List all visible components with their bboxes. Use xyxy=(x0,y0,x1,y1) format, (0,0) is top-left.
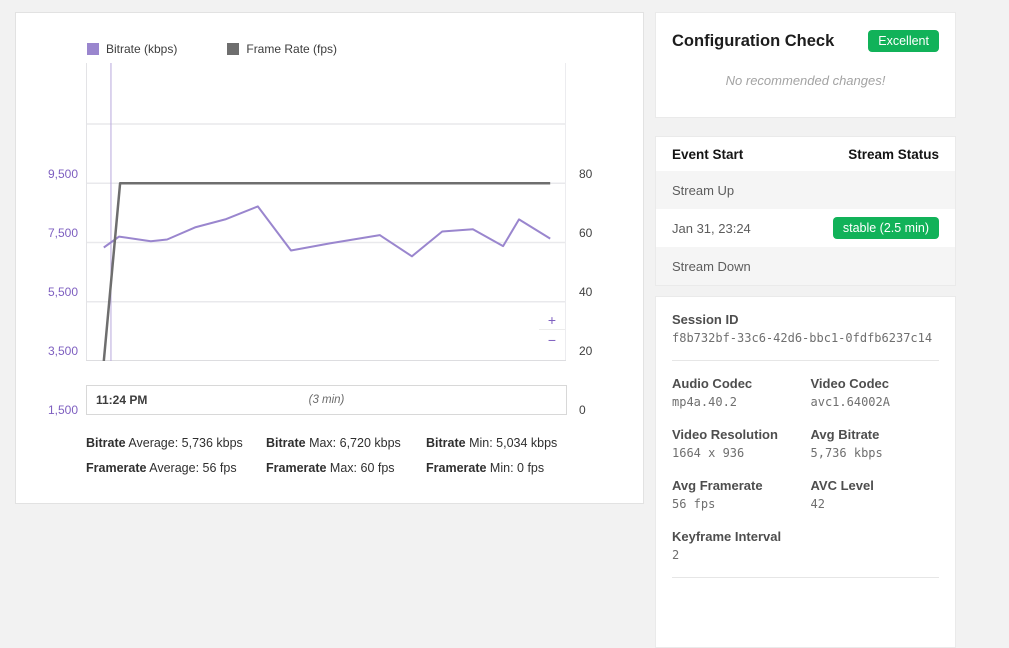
right-axis-tick: 60 xyxy=(579,226,592,240)
event-row-timestamp: Jan 31, 23:24 stable (2.5 min) xyxy=(656,209,955,247)
stat-term: Bitrate xyxy=(426,436,466,450)
avg-bitrate-field: Avg Bitrate 5,736 kbps xyxy=(811,427,940,460)
chart-plot-area[interactable] xyxy=(86,63,567,361)
stream-health-chart-card: Bitrate (kbps) Frame Rate (fps) 9,500 7,… xyxy=(15,12,644,504)
config-message: No recommended changes! xyxy=(656,73,955,88)
stat-value: Max: 6,720 kbps xyxy=(306,436,401,450)
stat-term: Framerate xyxy=(426,461,486,475)
events-table-header: Event Start Stream Status xyxy=(656,137,955,171)
stat-bitrate-average: Bitrate Average: 5,736 kbps xyxy=(86,436,266,450)
stat-value: Average: 5,736 kbps xyxy=(126,436,243,450)
video-resolution-field: Video Resolution 1664 x 936 xyxy=(672,427,801,460)
stat-value: Average: 56 fps xyxy=(146,461,236,475)
stream-status-badge: stable (2.5 min) xyxy=(833,217,939,239)
audio-codec-field: Audio Codec mp4a.40.2 xyxy=(672,376,801,409)
events-header-stream-status: Stream Status xyxy=(848,147,939,162)
avg-bitrate-value: 5,736 kbps xyxy=(811,446,940,460)
bitrate-line xyxy=(104,206,550,256)
chart-stats: Bitrate Average: 5,736 kbps Bitrate Max:… xyxy=(86,430,586,480)
stat-framerate-max: Framerate Max: 60 fps xyxy=(266,461,426,475)
session-id-label: Session ID xyxy=(672,312,939,327)
left-axis-tick: 7,500 xyxy=(48,226,78,240)
right-axis-tick: 40 xyxy=(579,285,592,299)
time-range-selector[interactable]: 11:24 PM (3 min) xyxy=(86,385,567,415)
video-codec-field: Video Codec avc1.64002A xyxy=(811,376,940,409)
keyframe-interval-value: 2 xyxy=(672,548,801,562)
right-axis-tick: 80 xyxy=(579,167,592,181)
framerate-swatch-icon xyxy=(227,43,239,55)
avg-framerate-value: 56 fps xyxy=(672,497,801,511)
stream-events-card: Event Start Stream Status Stream Up Jan … xyxy=(655,136,956,286)
configuration-check-title: Configuration Check xyxy=(672,32,834,51)
events-header-event-start: Event Start xyxy=(672,147,743,162)
session-id-value: f8b732bf-33c6-42d6-bbc1-0fdfb6237c14 xyxy=(672,331,939,345)
avg-framerate-field: Avg Framerate 56 fps xyxy=(672,478,801,511)
legend-item-bitrate[interactable]: Bitrate (kbps) xyxy=(87,42,177,56)
range-duration: (3 min) xyxy=(87,394,566,406)
stat-bitrate-min: Bitrate Min: 5,034 kbps xyxy=(426,436,557,450)
event-row-stream-up: Stream Up xyxy=(656,171,955,209)
event-row-stream-down: Stream Down xyxy=(656,247,955,285)
stat-framerate-min: Framerate Min: 0 fps xyxy=(426,461,544,475)
divider xyxy=(672,360,939,361)
keyframe-interval-field: Keyframe Interval 2 xyxy=(672,529,801,562)
stat-value: Min: 0 fps xyxy=(486,461,544,475)
stat-term: Framerate xyxy=(266,461,326,475)
event-label: Jan 31, 23:24 xyxy=(672,221,751,236)
video-resolution-label: Video Resolution xyxy=(672,427,801,442)
stat-framerate-average: Framerate Average: 56 fps xyxy=(86,461,266,475)
video-codec-label: Video Codec xyxy=(811,376,940,391)
stat-bitrate-max: Bitrate Max: 6,720 kbps xyxy=(266,436,426,450)
stat-term: Bitrate xyxy=(86,436,126,450)
keyframe-interval-label: Keyframe Interval xyxy=(672,529,801,544)
left-axis-tick: 1,500 xyxy=(48,403,78,417)
audio-codec-label: Audio Codec xyxy=(672,376,801,391)
right-axis-tick: 0 xyxy=(579,403,586,417)
avc-level-field: AVC Level 42 xyxy=(811,478,940,511)
stat-value: Max: 60 fps xyxy=(326,461,394,475)
avc-level-label: AVC Level xyxy=(811,478,940,493)
video-codec-value: avc1.64002A xyxy=(811,395,940,409)
event-label: Stream Down xyxy=(672,259,751,274)
chart-zoom-controls: + − xyxy=(539,310,565,350)
legend-label-framerate: Frame Rate (fps) xyxy=(246,42,337,56)
left-axis-tick: 3,500 xyxy=(48,344,78,358)
stat-value: Min: 5,034 kbps xyxy=(466,436,558,450)
avg-bitrate-label: Avg Bitrate xyxy=(811,427,940,442)
avg-framerate-label: Avg Framerate xyxy=(672,478,801,493)
audio-codec-value: mp4a.40.2 xyxy=(672,395,801,409)
left-axis-tick: 9,500 xyxy=(48,167,78,181)
chart-svg xyxy=(86,63,567,361)
video-resolution-value: 1664 x 936 xyxy=(672,446,801,460)
configuration-check-card: Configuration Check Excellent No recomme… xyxy=(655,12,956,118)
zoom-in-icon[interactable]: + xyxy=(539,310,565,330)
left-axis-tick: 5,500 xyxy=(48,285,78,299)
right-axis-tick: 20 xyxy=(579,344,592,358)
session-details-card: Session ID f8b732bf-33c6-42d6-bbc1-0fdfb… xyxy=(655,296,956,648)
legend-label-bitrate: Bitrate (kbps) xyxy=(106,42,177,56)
bitrate-swatch-icon xyxy=(87,43,99,55)
config-quality-badge: Excellent xyxy=(868,30,939,52)
stat-term: Framerate xyxy=(86,461,146,475)
chart-legend: Bitrate (kbps) Frame Rate (fps) xyxy=(87,42,387,56)
divider xyxy=(672,577,939,578)
framerate-line xyxy=(104,183,550,361)
legend-item-framerate[interactable]: Frame Rate (fps) xyxy=(227,42,337,56)
zoom-out-icon[interactable]: − xyxy=(539,330,565,350)
avc-level-value: 42 xyxy=(811,497,940,511)
session-id-field: Session ID f8b732bf-33c6-42d6-bbc1-0fdfb… xyxy=(672,312,939,345)
event-label: Stream Up xyxy=(672,183,734,198)
stat-term: Bitrate xyxy=(266,436,306,450)
